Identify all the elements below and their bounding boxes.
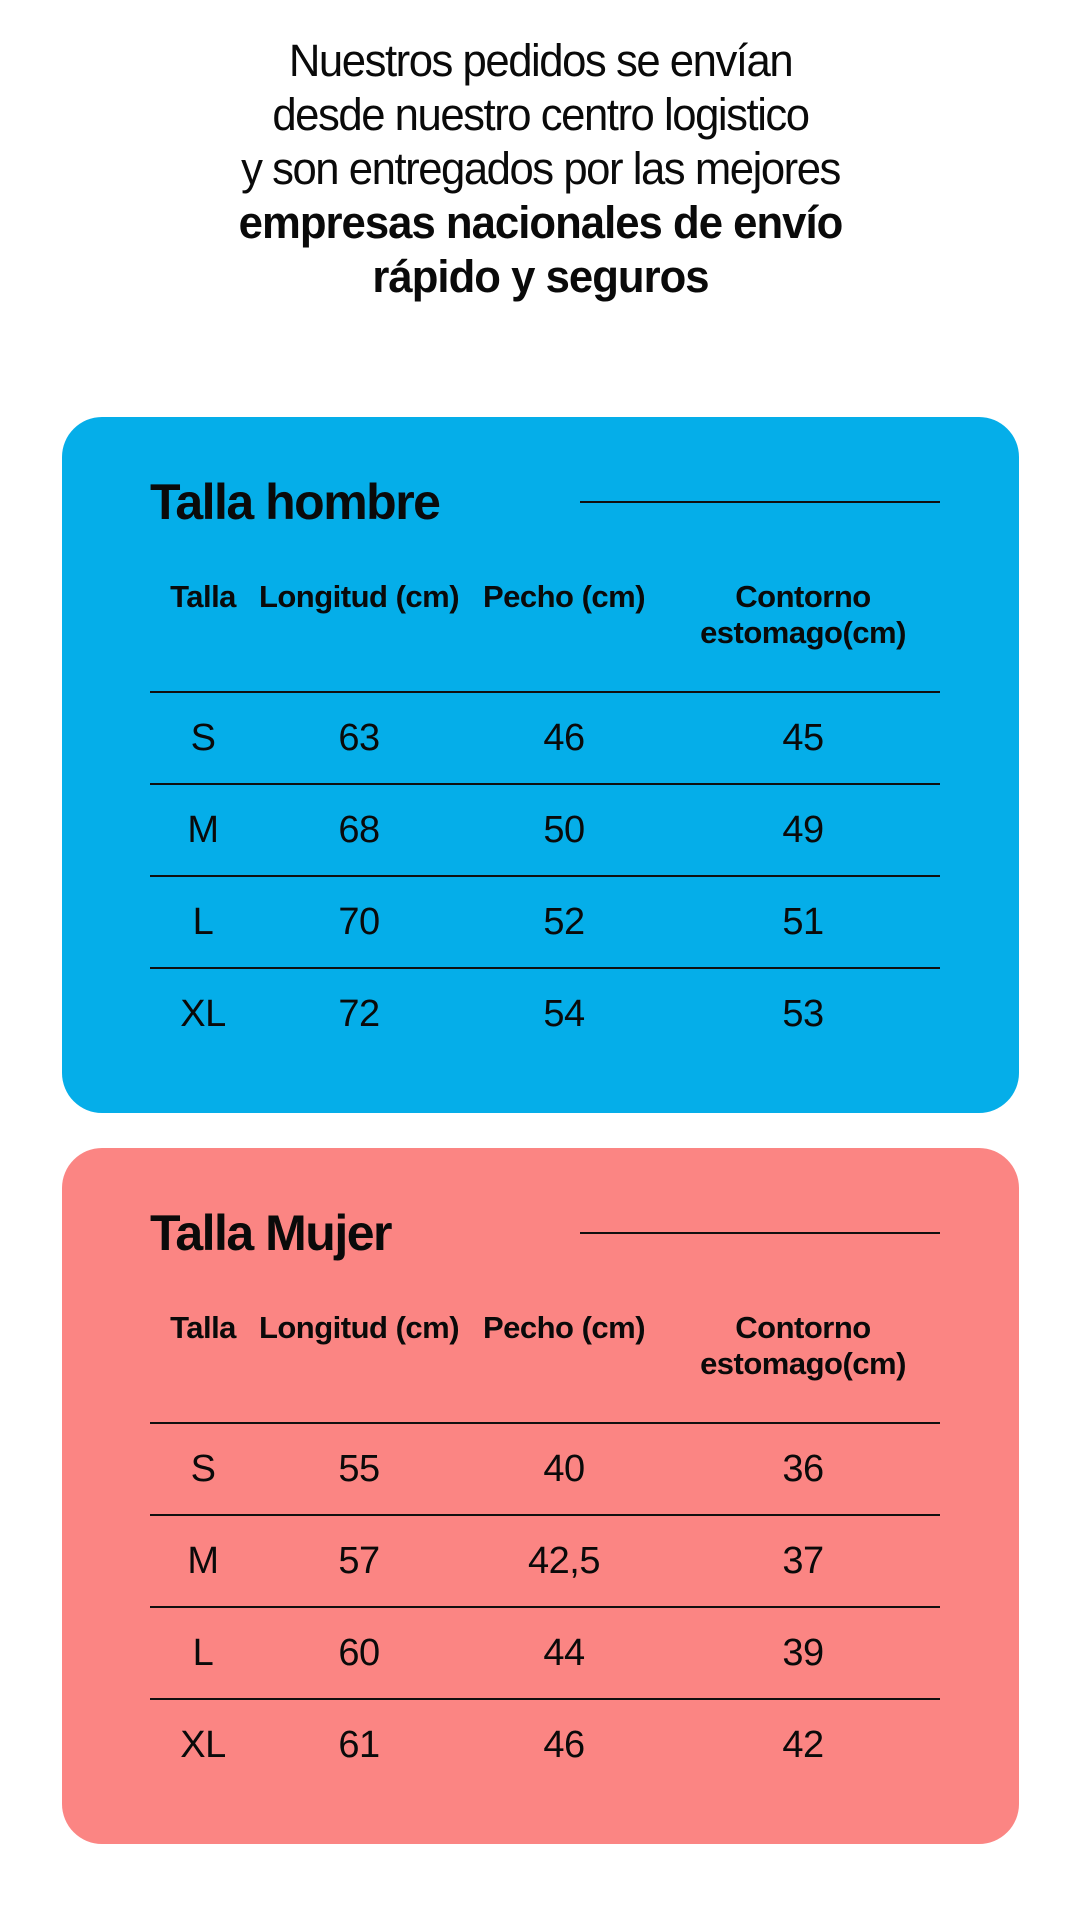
contorno-value: 51 — [782, 900, 824, 943]
women-table-row-l: L 60 44 39 — [150, 1608, 940, 1700]
intro-line-2: desde nuestro centro logistico — [272, 89, 810, 140]
longitud-value: 57 — [338, 1539, 380, 1582]
size-label: XL — [180, 1723, 226, 1766]
size-label: XL — [180, 992, 226, 1035]
contorno-value: 45 — [782, 716, 824, 759]
contorno-value: 36 — [782, 1447, 824, 1490]
column-header-longitud: Longitud (cm) — [258, 579, 460, 614]
column-header-talla: Talla — [170, 579, 236, 614]
pecho-value: 46 — [543, 1723, 585, 1766]
column-header-pecho: Pecho (cm) — [482, 579, 646, 614]
longitud-value: 63 — [338, 716, 380, 759]
men-table-row-l: L 70 52 51 — [150, 877, 940, 969]
pecho-value: 42,5 — [528, 1539, 600, 1582]
women-card-title: Talla Mujer — [150, 1205, 392, 1261]
intro-line-4-bold: empresas nacionales de envío — [238, 197, 844, 248]
size-label: M — [187, 808, 219, 851]
intro-line-1: Nuestros pedidos se envían — [288, 35, 794, 86]
women-table-row-xl: XL 61 46 42 — [150, 1700, 940, 1790]
column-header-contorno: Contorno estomago(cm) — [700, 1310, 906, 1381]
men-card-title: Talla hombre — [150, 474, 441, 530]
pecho-value: 44 — [543, 1631, 585, 1674]
size-label: S — [190, 716, 216, 759]
longitud-value: 61 — [338, 1723, 380, 1766]
women-size-table: Talla Longitud (cm) Pecho (cm) Contorno … — [150, 1310, 940, 1790]
longitud-value: 60 — [338, 1631, 380, 1674]
column-header-longitud: Longitud (cm) — [258, 1310, 460, 1345]
men-table-row-m: M 68 50 49 — [150, 785, 940, 877]
size-label: L — [192, 1631, 214, 1674]
column-header-contorno: Contorno estomago(cm) — [700, 579, 906, 650]
shipping-intro-text: Nuestros pedidos se envían desde nuestro… — [0, 0, 1081, 304]
size-label: L — [192, 900, 214, 943]
longitud-value: 70 — [338, 900, 380, 943]
size-label: M — [187, 1539, 219, 1582]
men-table-row-xl: XL 72 54 53 — [150, 969, 940, 1059]
contorno-value: 39 — [782, 1631, 824, 1674]
pecho-value: 52 — [543, 900, 585, 943]
intro-line-5-bold: rápido y seguros — [372, 251, 709, 302]
pecho-value: 46 — [543, 716, 585, 759]
women-card-title-row: Talla Mujer — [150, 1204, 940, 1262]
women-table-header-row: Talla Longitud (cm) Pecho (cm) Contorno … — [150, 1310, 940, 1424]
women-table-row-m: M 57 42,5 37 — [150, 1516, 940, 1608]
column-header-talla: Talla — [170, 1310, 236, 1345]
pecho-value: 54 — [543, 992, 585, 1035]
women-table-row-s: S 55 40 36 — [150, 1424, 940, 1516]
contorno-value: 49 — [782, 808, 824, 851]
longitud-value: 72 — [338, 992, 380, 1035]
men-size-card: Talla hombre Talla Longitud (cm) Pecho (… — [62, 417, 1019, 1113]
contorno-value: 37 — [782, 1539, 824, 1582]
column-header-pecho: Pecho (cm) — [482, 1310, 646, 1345]
longitud-value: 55 — [338, 1447, 380, 1490]
women-size-card: Talla Mujer Talla Longitud (cm) Pecho (c… — [62, 1148, 1019, 1844]
men-card-title-row: Talla hombre — [150, 473, 940, 531]
longitud-value: 68 — [338, 808, 380, 851]
men-table-header-row: Talla Longitud (cm) Pecho (cm) Contorno … — [150, 579, 940, 693]
title-decorative-line — [580, 501, 940, 503]
title-decorative-line — [580, 1232, 940, 1234]
pecho-value: 50 — [543, 808, 585, 851]
contorno-value: 42 — [782, 1723, 824, 1766]
men-size-table: Talla Longitud (cm) Pecho (cm) Contorno … — [150, 579, 940, 1059]
size-label: S — [190, 1447, 216, 1490]
pecho-value: 40 — [543, 1447, 585, 1490]
contorno-value: 53 — [782, 992, 824, 1035]
intro-line-3: y son entregados por las mejores — [241, 143, 841, 194]
men-table-row-s: S 63 46 45 — [150, 693, 940, 785]
